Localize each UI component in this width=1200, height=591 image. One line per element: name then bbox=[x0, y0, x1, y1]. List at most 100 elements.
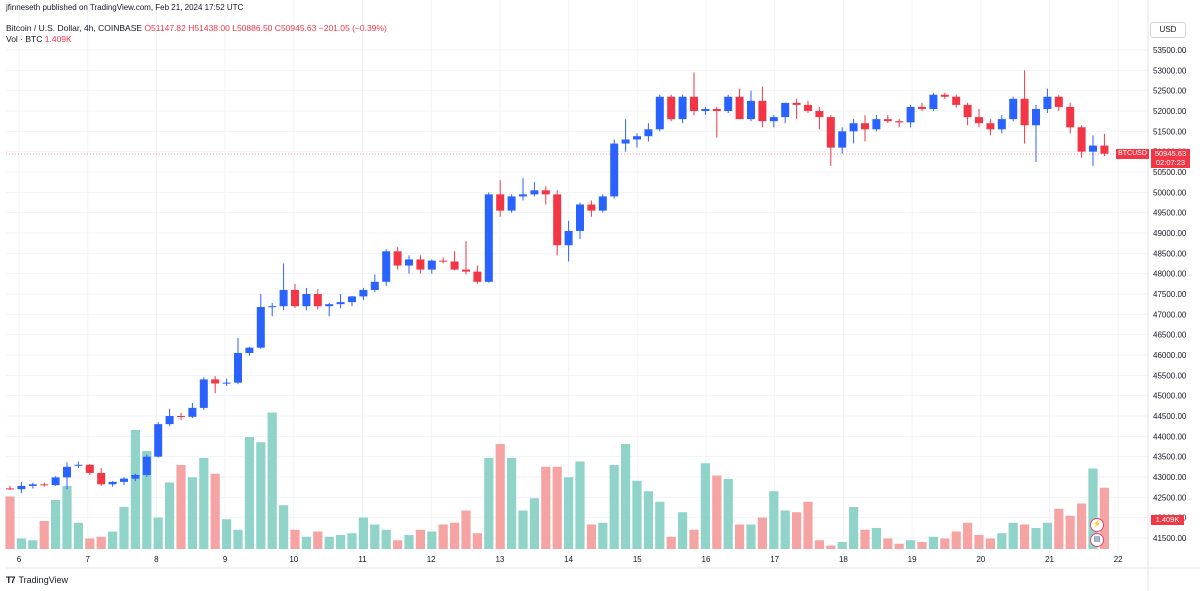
volume-bar bbox=[495, 444, 505, 549]
candle-body bbox=[393, 251, 402, 266]
volume-bar bbox=[814, 540, 824, 549]
volume-bar bbox=[1054, 508, 1064, 549]
volume-bar bbox=[906, 540, 916, 549]
candle-body bbox=[918, 106, 926, 109]
candle-body bbox=[804, 104, 812, 111]
volume-bar bbox=[689, 529, 699, 549]
volume-bar bbox=[108, 531, 118, 549]
price-tick-label: 45500.00 bbox=[1153, 371, 1187, 380]
volume-bar bbox=[621, 444, 631, 549]
candle-body bbox=[861, 123, 869, 130]
candle-body bbox=[587, 204, 596, 211]
candle-body bbox=[1089, 145, 1097, 152]
ohlc-change: −201.05 (−0.39%) bbox=[318, 23, 387, 33]
volume-bar bbox=[963, 522, 973, 549]
candle-body bbox=[815, 111, 824, 118]
candle-body bbox=[28, 484, 37, 486]
candle-body bbox=[598, 196, 607, 211]
candle-body bbox=[17, 485, 26, 490]
volume-bar bbox=[415, 529, 425, 549]
lightning-icon[interactable]: ⚡ bbox=[1090, 518, 1104, 532]
candle-body bbox=[940, 94, 949, 97]
candle-body bbox=[564, 230, 573, 246]
candle-body bbox=[473, 271, 482, 282]
volume-bar bbox=[575, 461, 585, 549]
volume-bar bbox=[586, 524, 596, 549]
candle-body bbox=[633, 136, 641, 140]
volume-bar bbox=[461, 510, 471, 549]
volume-bar bbox=[769, 491, 779, 549]
volume-bar bbox=[917, 542, 927, 549]
candle-body bbox=[1100, 145, 1109, 154]
candle-body bbox=[769, 117, 778, 122]
candle-body bbox=[496, 194, 505, 211]
candle-body bbox=[735, 96, 744, 120]
time-axis: 6 7 8 9 10 11 12 13 14 15 16 17 18 19 20 21 22 bbox=[17, 555, 1123, 564]
price-tick-label: 48000.00 bbox=[1153, 270, 1187, 279]
time-tick-label: 15 bbox=[633, 555, 642, 564]
candle-body bbox=[405, 259, 413, 266]
candle-body bbox=[621, 139, 630, 144]
price-tick-label: 43500.00 bbox=[1153, 453, 1187, 462]
time-tick-label: 20 bbox=[976, 555, 985, 564]
candle-body bbox=[826, 117, 835, 148]
candle-body bbox=[245, 347, 254, 353]
candle-body bbox=[507, 196, 516, 211]
volume-bar bbox=[222, 519, 232, 549]
volume-bar bbox=[62, 486, 72, 549]
candle-body bbox=[6, 488, 14, 490]
last-price-label: 50945.63 02:07:23 bbox=[1151, 149, 1190, 168]
volume-bar bbox=[244, 437, 254, 549]
volume-bar bbox=[529, 498, 539, 549]
candle-body bbox=[530, 190, 539, 195]
footer-brand[interactable]: T7 TradingView bbox=[6, 575, 68, 585]
candle-body bbox=[519, 194, 527, 197]
volume-bar bbox=[279, 505, 289, 549]
volume-bar bbox=[358, 517, 368, 549]
time-tick-label: 22 bbox=[1114, 555, 1123, 564]
volume-bar bbox=[940, 538, 950, 549]
us-flag-icon[interactable]: ▤ bbox=[1090, 533, 1104, 547]
volume-label[interactable]: Vol · BTC bbox=[6, 34, 43, 44]
volume-bar bbox=[632, 480, 642, 549]
volume-bar bbox=[700, 463, 710, 549]
volume-bar bbox=[655, 501, 665, 549]
volume-legend: Vol · BTC 1.409K bbox=[6, 34, 72, 44]
last-price-value: 50945.63 bbox=[1154, 149, 1187, 158]
candle-body bbox=[849, 123, 858, 132]
currency-button[interactable]: USD bbox=[1150, 22, 1186, 38]
price-tick-label: 43000.00 bbox=[1153, 473, 1187, 482]
volume-bar bbox=[826, 545, 836, 549]
volume-bar bbox=[803, 501, 813, 549]
volume-bars bbox=[5, 412, 1109, 549]
volume-bar bbox=[73, 522, 83, 549]
volume-bar bbox=[1042, 522, 1052, 549]
candle-body bbox=[667, 96, 676, 120]
candle-body bbox=[1032, 108, 1040, 126]
candle-body bbox=[120, 478, 128, 482]
symbol-name[interactable]: Bitcoin / U.S. Dollar, 4h, COINBASE bbox=[6, 23, 143, 33]
volume-bar bbox=[757, 517, 767, 549]
volume-bar bbox=[871, 528, 881, 549]
volume-bar bbox=[780, 510, 790, 549]
volume-value: 1.409K bbox=[44, 34, 72, 44]
volume-bar bbox=[860, 529, 870, 549]
candle-body bbox=[450, 261, 459, 270]
publisher-header: jfinneseth published on TradingView.com,… bbox=[6, 3, 244, 12]
candle-body bbox=[51, 477, 60, 486]
volume-bar bbox=[1099, 487, 1109, 549]
ohlc-close: C50945.63 bbox=[274, 23, 317, 33]
volume-bar bbox=[598, 522, 608, 549]
volume-bar bbox=[96, 536, 106, 549]
volume-bar bbox=[336, 535, 346, 549]
volume-bar bbox=[39, 521, 49, 549]
candle-body bbox=[792, 102, 801, 105]
candle-body bbox=[712, 108, 721, 111]
time-tick-label: 16 bbox=[702, 555, 711, 564]
price-tick-label: 48500.00 bbox=[1153, 249, 1187, 258]
volume-bar bbox=[609, 465, 619, 549]
volume-bar bbox=[837, 542, 847, 549]
volume-bar bbox=[313, 531, 323, 549]
candle-body bbox=[348, 296, 356, 303]
